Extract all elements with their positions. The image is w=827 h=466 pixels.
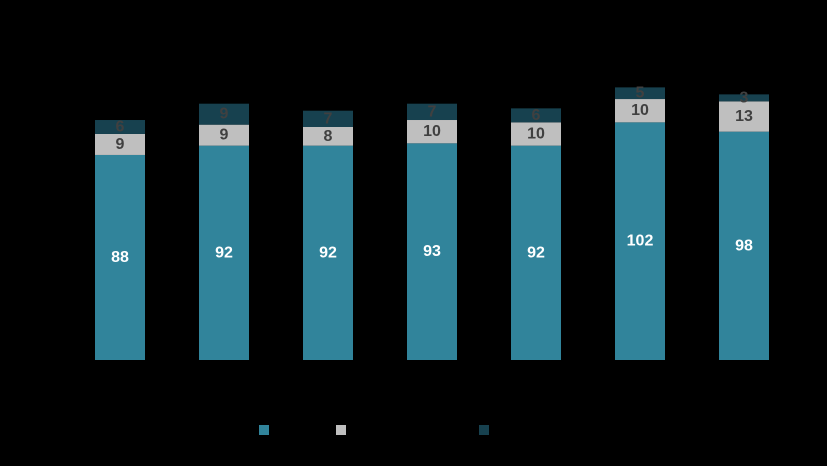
bar-segment-s3-c4 <box>407 103 457 121</box>
bar-segment-s1-c1 <box>95 154 145 360</box>
bar-segment-s3-c6 <box>615 87 665 100</box>
bar-segment-s1-c7 <box>719 131 769 360</box>
data-label-s1-c5: 92 <box>527 244 545 261</box>
data-label-s1-c1: 88 <box>111 249 129 266</box>
bar-segment-s1-c2 <box>199 145 249 360</box>
bar-segment-s2-c3 <box>303 127 353 146</box>
bar-segment-s3-c3 <box>303 110 353 127</box>
data-label-s2-c5: 10 <box>527 125 545 142</box>
data-label-s3-c2: 9 <box>220 106 229 123</box>
bar-segment-s1-c5 <box>511 145 561 360</box>
data-label-s1-c3: 92 <box>319 244 337 261</box>
bar-segment-s1-c6 <box>615 122 665 360</box>
bar-segment-s1-c3 <box>303 145 353 360</box>
bar-segment-s3-c1 <box>95 120 145 134</box>
bar-segment-s2-c6 <box>615 99 665 123</box>
data-label-s1-c2: 92 <box>215 244 233 261</box>
data-label-s3-c4: 7 <box>428 103 437 120</box>
data-label-s1-c6: 102 <box>627 233 654 250</box>
bar-segment-s2-c5 <box>511 122 561 146</box>
data-label-s2-c4: 10 <box>423 123 441 140</box>
data-label-s3-c6: 5 <box>636 85 645 102</box>
data-label-s1-c7: 98 <box>735 237 753 254</box>
bar-segment-s3-c5 <box>511 108 561 123</box>
bar-segment-s1-c4 <box>407 143 457 360</box>
data-label-s3-c5: 6 <box>532 107 541 124</box>
bar-segment-s3-c2 <box>199 103 249 125</box>
bar-segment-s2-c7 <box>719 101 769 132</box>
data-label-s3-c7: 3 <box>740 89 749 106</box>
data-label-s3-c3: 7 <box>324 110 333 127</box>
legend-swatch-3 <box>479 425 489 435</box>
data-label-s3-c1: 6 <box>116 119 125 136</box>
bars-group <box>95 87 769 360</box>
data-label-s2-c6: 10 <box>631 102 649 119</box>
data-label-s2-c3: 8 <box>324 128 333 145</box>
data-label-s2-c7: 13 <box>735 108 753 125</box>
legend <box>0 424 827 438</box>
data-label-s2-c1: 9 <box>116 136 125 153</box>
legend-swatch-1 <box>259 425 269 435</box>
bar-segment-s2-c4 <box>407 120 457 144</box>
data-label-s2-c2: 9 <box>220 127 229 144</box>
data-label-s1-c4: 93 <box>423 243 441 260</box>
bar-segment-s3-c7 <box>719 94 769 102</box>
bar-segment-s2-c1 <box>95 133 145 155</box>
legend-swatch-2 <box>336 425 346 435</box>
bar-segment-s2-c2 <box>199 124 249 146</box>
